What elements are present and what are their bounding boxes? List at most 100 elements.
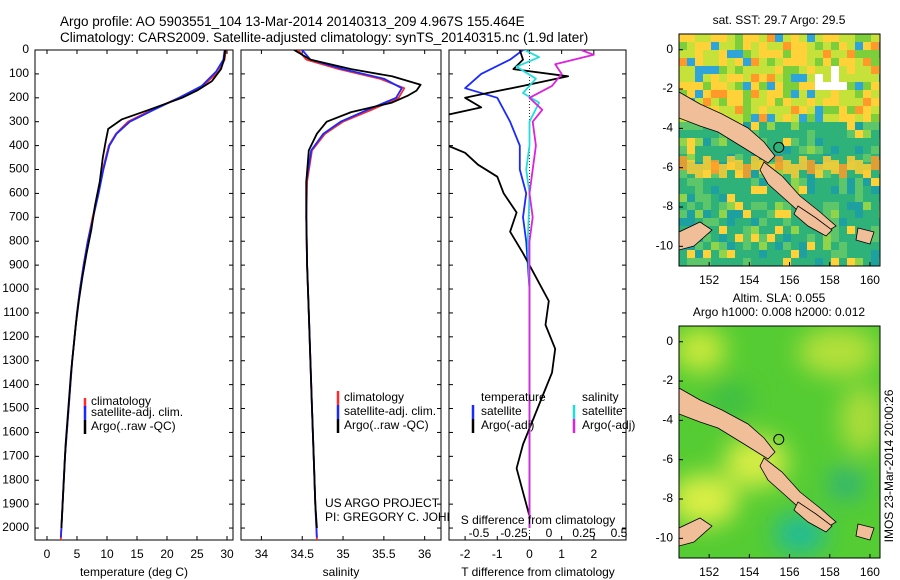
sst-cell bbox=[871, 242, 879, 250]
y-tick-label: 1100 bbox=[3, 305, 29, 319]
sst-cell bbox=[743, 226, 751, 234]
map-x-tick-label: 160 bbox=[860, 273, 880, 287]
sst-cell bbox=[719, 74, 727, 82]
y-tick-label: 1900 bbox=[2, 496, 29, 510]
sst-cell bbox=[743, 66, 751, 74]
sst-cell bbox=[815, 114, 823, 122]
sst-cell bbox=[759, 250, 767, 258]
sst-cell bbox=[831, 82, 839, 90]
sst-cell bbox=[791, 258, 799, 266]
sst-cell bbox=[727, 242, 735, 250]
sst-cell bbox=[791, 234, 799, 242]
sst-cell bbox=[703, 186, 711, 194]
sst-cell bbox=[871, 218, 879, 226]
sst-cell bbox=[759, 218, 767, 226]
sst-cell bbox=[855, 98, 863, 106]
sst-cell bbox=[759, 266, 767, 274]
sst-cell bbox=[743, 234, 751, 242]
sst-cell bbox=[679, 170, 687, 178]
sst-cell bbox=[807, 130, 815, 138]
sst-cell bbox=[863, 58, 871, 66]
sst-cell bbox=[695, 82, 703, 90]
sst-cell bbox=[831, 122, 839, 130]
sst-cell bbox=[727, 74, 735, 82]
sst-cell bbox=[775, 258, 783, 266]
sst-cell bbox=[847, 82, 855, 90]
sst-map-land bbox=[855, 227, 875, 245]
sst-cell bbox=[751, 226, 759, 234]
sst-cell bbox=[847, 218, 855, 226]
salinity-legend: climatology satellite-adj. clim. Argo(..… bbox=[336, 390, 436, 433]
sst-cell bbox=[735, 194, 743, 202]
sst-cell bbox=[847, 106, 855, 114]
sst-cell bbox=[855, 258, 863, 266]
y-tick-label: 700 bbox=[9, 209, 29, 223]
sst-cell bbox=[791, 66, 799, 74]
sst-cell bbox=[687, 42, 695, 50]
sst-cell bbox=[727, 234, 735, 242]
sst-cell bbox=[775, 146, 783, 154]
sst-cell bbox=[871, 114, 879, 122]
sst-cell bbox=[847, 170, 855, 178]
sst-cell bbox=[839, 242, 847, 250]
salinity-ticks: 34 34.5 35 35.5 36 bbox=[241, 49, 441, 561]
sst-cell bbox=[759, 122, 767, 130]
sst-map-land bbox=[679, 91, 776, 164]
sst-cell bbox=[863, 82, 871, 90]
sst-cell bbox=[831, 66, 839, 74]
sst-cell bbox=[863, 154, 871, 162]
y-tick-label: 500 bbox=[9, 162, 29, 176]
sst-cell bbox=[807, 106, 815, 114]
y-tick-label: 900 bbox=[9, 257, 29, 271]
sst-cell bbox=[855, 66, 863, 74]
legend-label-temp-satellite: satellite bbox=[481, 404, 522, 418]
x-tick-label: 30 bbox=[220, 547, 234, 561]
sst-cell bbox=[807, 266, 815, 274]
sst-cell bbox=[759, 42, 767, 50]
sst-cell bbox=[871, 234, 879, 242]
sst-cell bbox=[855, 74, 863, 82]
sst-cell bbox=[775, 82, 783, 90]
sst-cell bbox=[847, 156, 855, 170]
sst-cell bbox=[751, 114, 759, 122]
legend-label-satellite: satellite-adj. clim. bbox=[344, 404, 436, 418]
sst-cell bbox=[727, 226, 735, 234]
sst-cell bbox=[807, 122, 815, 130]
sst-cell bbox=[855, 178, 863, 186]
sst-cell bbox=[839, 138, 847, 146]
sst-cell bbox=[719, 186, 727, 194]
sst-cell bbox=[847, 202, 855, 210]
sst-cell bbox=[727, 258, 735, 266]
sst-cell bbox=[767, 130, 775, 138]
sst-cell bbox=[775, 114, 783, 122]
y-tick-label: 2000 bbox=[2, 520, 29, 534]
sst-cell bbox=[687, 122, 695, 130]
sst-cell bbox=[847, 130, 855, 138]
sst-cell bbox=[687, 250, 695, 258]
sst-cell bbox=[687, 66, 695, 74]
argo-float-marker bbox=[773, 141, 785, 153]
sst-cell bbox=[759, 186, 767, 194]
sst-cell bbox=[719, 258, 727, 266]
sst-cell bbox=[855, 146, 863, 154]
map-y-tick-label: -8 bbox=[662, 199, 673, 213]
sst-cell bbox=[759, 130, 767, 138]
sst-cell bbox=[791, 74, 799, 82]
sst-cell bbox=[751, 202, 759, 210]
map-y-tick-label: -10 bbox=[656, 531, 674, 545]
x-tick-label: 10 bbox=[100, 547, 114, 561]
sst-cell bbox=[775, 42, 783, 50]
y-tick-label: 100 bbox=[9, 66, 29, 80]
sst-cell bbox=[759, 106, 767, 114]
sst-cell bbox=[727, 266, 735, 274]
sst-cell bbox=[847, 178, 855, 186]
sst-cell bbox=[743, 34, 751, 42]
sst-cell bbox=[799, 130, 807, 138]
sst-cell bbox=[791, 242, 799, 250]
sst-cell bbox=[791, 178, 799, 186]
sst-cell bbox=[807, 194, 815, 202]
sst-cell bbox=[799, 226, 807, 234]
sst-cell bbox=[711, 250, 719, 258]
sst-cell bbox=[799, 106, 807, 114]
